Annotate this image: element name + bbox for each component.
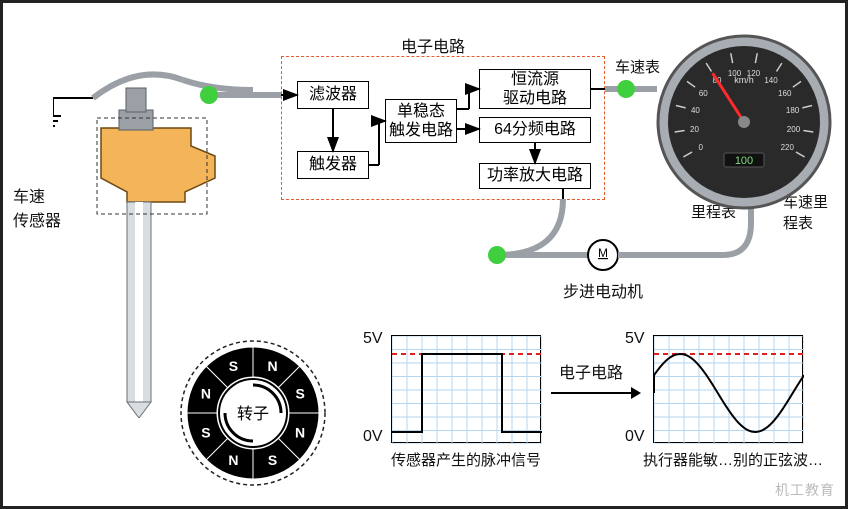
wave1-5v: 5V	[363, 330, 383, 348]
stepper-label: 步进电动机	[563, 278, 643, 302]
waveform-sine	[653, 335, 803, 443]
speedometer-label: 车速表	[615, 56, 660, 77]
svg-text:N: N	[295, 425, 305, 441]
watermark: 机工教育	[775, 480, 835, 500]
svg-text:60: 60	[699, 89, 708, 98]
svg-text:N: N	[201, 385, 211, 401]
svg-text:100: 100	[728, 69, 742, 78]
node-1	[200, 86, 218, 104]
wave-arrow-icon	[551, 381, 641, 405]
svg-text:180: 180	[786, 106, 800, 115]
svg-text:160: 160	[778, 89, 792, 98]
svg-text:S: S	[268, 452, 277, 468]
svg-text:N: N	[267, 358, 277, 374]
node-3	[488, 246, 506, 264]
svg-text:220: 220	[781, 143, 795, 152]
svg-text:S: S	[201, 425, 210, 441]
diagram-canvas: 车速 传感器 电子电路 滤波器 触发器 单稳态 触发电路 恒流源 驱动电路 64…	[0, 0, 848, 509]
wave1-0v: 0V	[363, 428, 383, 446]
waveform-pulse	[391, 335, 541, 443]
svg-text:N: N	[228, 452, 238, 468]
svg-text:140: 140	[764, 76, 778, 85]
gauge-digital: 100	[735, 155, 753, 167]
wave2-0v: 0V	[625, 428, 645, 446]
svg-text:S: S	[295, 385, 304, 401]
svg-text:120: 120	[747, 69, 761, 78]
svg-text:40: 40	[691, 106, 700, 115]
svg-text:200: 200	[787, 125, 801, 134]
speedometer-gauge: km/h 020406080100120140160180200220 100	[655, 33, 833, 211]
wave1-caption: 传感器产生的脉冲信号	[391, 449, 541, 470]
wave-arrow-label: 电子电路	[559, 359, 623, 383]
wave2-caption: 执行器能敏…别的正弦波…	[643, 449, 823, 470]
rotor-label: 转子	[237, 405, 269, 423]
svg-text:S: S	[229, 358, 238, 374]
rotor-drawing: N S N S N S N S 转子	[173, 333, 333, 493]
svg-text:0: 0	[698, 143, 703, 152]
node-2	[617, 80, 635, 98]
svg-text:20: 20	[690, 125, 699, 134]
svg-text:M: M	[598, 246, 608, 260]
wave2-5v: 5V	[625, 330, 645, 348]
